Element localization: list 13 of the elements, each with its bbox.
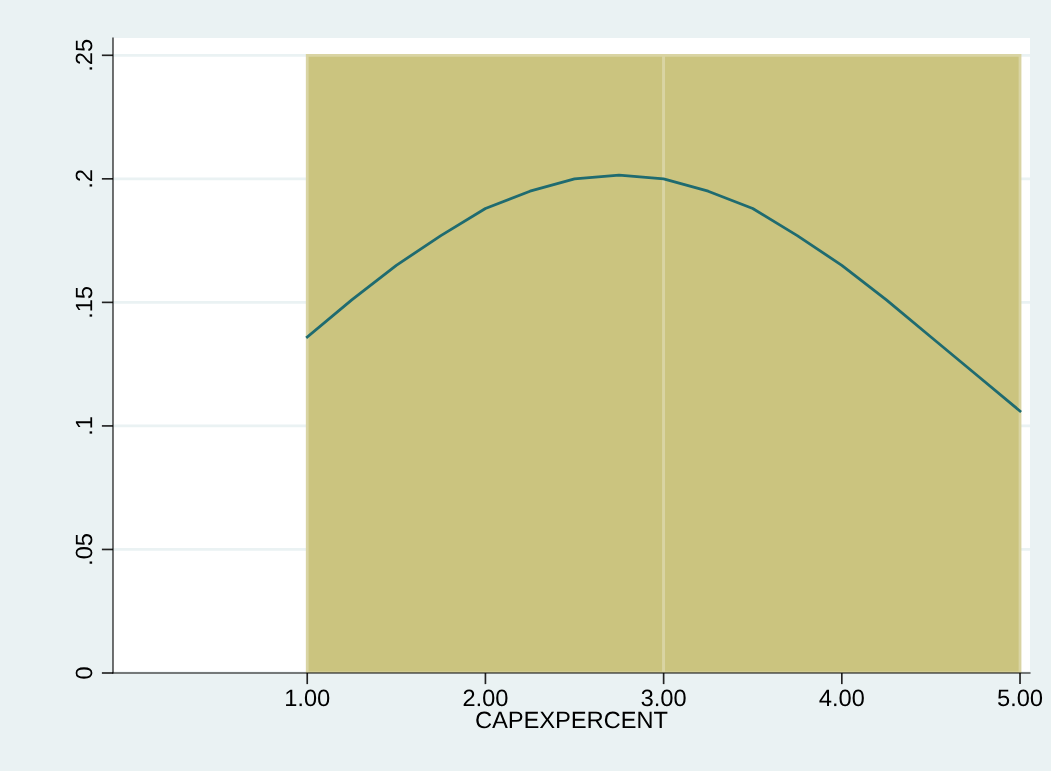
x-tick-label: 2.00 [463, 689, 508, 707]
x-axis-title: CAPEXPERCENT [476, 711, 668, 729]
y-tick-label: .05 [75, 534, 93, 564]
y-tick-label: .15 [75, 286, 93, 317]
y-tick-label: 0 [75, 667, 93, 679]
y-tick-label: .1 [75, 417, 93, 434]
y-tick-label: .25 [75, 39, 93, 70]
line-series [305, 173, 1022, 413]
x-tick-label: 3.00 [641, 689, 686, 707]
x-tick-label: 4.00 [819, 689, 864, 707]
y-tick-label: .2 [75, 170, 93, 187]
x-tick-label: 1.00 [286, 689, 330, 707]
x-tick-label: 5.00 [997, 689, 1043, 707]
